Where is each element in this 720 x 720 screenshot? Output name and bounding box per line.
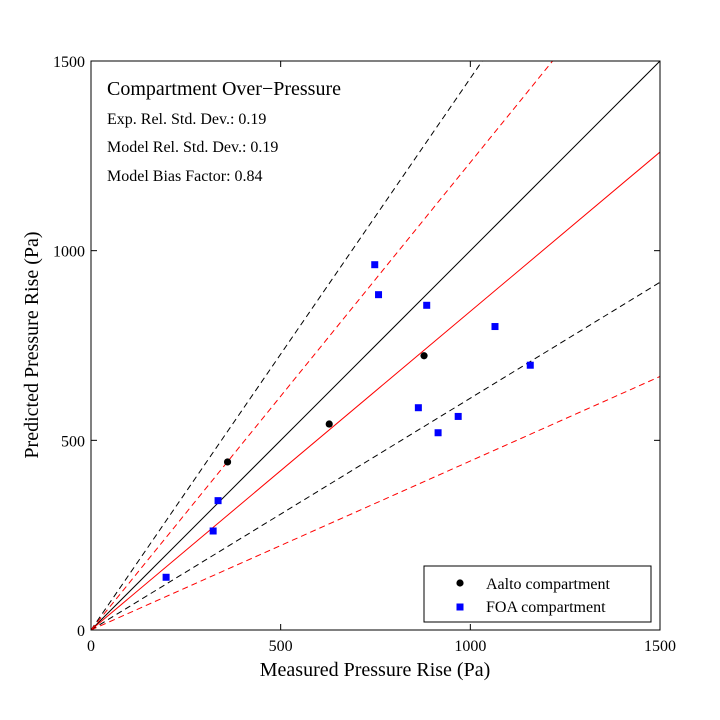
- x-tick-label: 1500: [644, 638, 676, 655]
- ref-line-bias: [91, 151, 660, 630]
- point-foa: [162, 573, 170, 581]
- point-foa: [454, 412, 462, 420]
- y-axis: 0 500 1000 1500: [53, 54, 660, 640]
- point-foa: [434, 429, 442, 437]
- y-tick-label: 0: [77, 623, 85, 640]
- point-aalto: [223, 458, 232, 466]
- reference-lines: [91, 61, 660, 630]
- ref-line-model-upper: [91, 61, 554, 630]
- y-axis-label: Predicted Pressure Rise (Pa): [21, 231, 43, 458]
- point-foa: [414, 404, 422, 412]
- plot-frame: [90, 60, 661, 631]
- point-aalto: [420, 352, 428, 360]
- legend-marker-aalto: [456, 579, 464, 587]
- y-tick-label: 500: [61, 433, 85, 450]
- point-foa: [209, 527, 217, 535]
- legend-label-foa: FOA compartment: [486, 599, 606, 616]
- point-foa: [491, 323, 499, 331]
- point-foa: [375, 291, 383, 299]
- point-foa: [423, 301, 431, 309]
- legend-label-aalto: Aalto compartment: [486, 576, 611, 593]
- x-tick-label: 0: [87, 638, 95, 655]
- data-points: [162, 261, 534, 581]
- x-axis-label: Measured Pressure Rise (Pa): [260, 659, 491, 681]
- legend-box: [423, 565, 652, 623]
- point-foa: [214, 497, 222, 505]
- stat-model-bias-factor: Model Bias Factor: 0.84: [107, 168, 263, 185]
- legend-marker-foa: [456, 603, 464, 611]
- ref-line-exp-lower: [91, 281, 660, 630]
- stat-model-rel-std-dev: Model Rel. Std. Dev.: 0.19: [107, 139, 278, 156]
- x-tick-label: 500: [269, 638, 293, 655]
- y-tick-label: 1000: [53, 244, 85, 261]
- ref-line-identity: [91, 61, 660, 630]
- legend: Aalto compartment FOA compartment: [423, 565, 652, 623]
- x-tick-label: 1000: [454, 638, 486, 655]
- stat-exp-rel-std-dev: Exp. Rel. Std. Dev.: 0.19: [107, 111, 266, 128]
- y-tick-label: 1500: [53, 54, 85, 71]
- ref-line-model-lower: [91, 376, 660, 630]
- chart-title: Compartment Over−Pressure: [107, 78, 341, 100]
- ref-line-exp-upper: [91, 61, 483, 630]
- point-foa: [526, 361, 534, 369]
- point-aalto: [325, 420, 333, 428]
- point-foa: [371, 261, 379, 269]
- x-axis: 0 500 1000 1500: [87, 61, 676, 655]
